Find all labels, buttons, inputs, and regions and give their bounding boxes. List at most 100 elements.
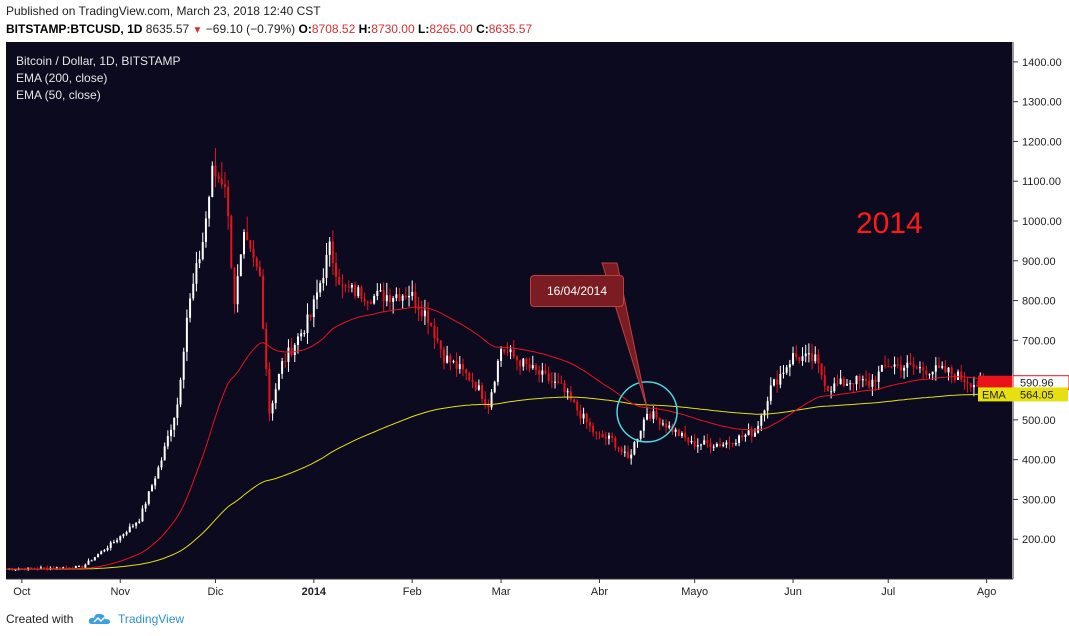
candle-body [957,371,960,380]
footer-bar: Created with TradingView [0,602,1069,636]
chart-area[interactable]: 1400.00 1300.00 1200.00 1100.00 1000.00 900.0… [0,42,1069,602]
candle-body [103,550,106,552]
candle-body [312,299,315,318]
candle-body [807,353,810,355]
candle-body [430,322,433,326]
candle-body [531,365,534,369]
candle-body [960,371,963,380]
candle-body [243,232,246,255]
candle-body [30,567,33,569]
ema50-line [6,306,1003,570]
open-value: 8708.52 [311,22,356,36]
candle-body [887,366,890,368]
candle-body [560,382,563,384]
candle-body [465,369,468,374]
candle-body [969,383,972,388]
candle-body [46,567,49,570]
x-tick-label: Mar [492,586,511,598]
candle-body [277,373,280,390]
candle-body [189,298,192,318]
candle-body [452,361,455,363]
candle-body [39,567,42,569]
candle-body [100,551,103,555]
candle-body [93,557,96,561]
candle-body [734,442,737,445]
candle-body [918,367,921,369]
plot-background [6,42,1012,579]
candle-body [350,284,353,288]
x-tick-label: 2014 [302,586,327,598]
candle-body [290,347,293,355]
candle-body [325,254,328,278]
candle-body [357,287,360,297]
candle-body [122,534,125,537]
candle-body [744,434,747,437]
highlight-circle [616,381,678,443]
candle-body [379,290,382,292]
candle-body [639,430,642,439]
candle-body [925,370,928,375]
y-tick-label: 400.00 [1022,455,1056,467]
candle-body [268,369,271,414]
candle-body [620,448,623,452]
candle-body [522,358,525,367]
candle-body [852,383,855,385]
candle-body [328,241,331,255]
candle-body [144,503,147,509]
candle-body [382,290,385,302]
candle-body [119,536,122,541]
candle-body [934,365,937,372]
candle-body [661,423,664,425]
y-tick-label: 1200.00 [1022,136,1062,148]
last-price-label: 590.96 [1020,378,1054,390]
candle-body [906,362,909,368]
candle-body [579,410,582,419]
candle-body [550,381,553,383]
candle-body [252,248,255,258]
high-label: H: [358,22,372,36]
candle-body [792,353,795,365]
x-tick-label: Feb [403,586,422,598]
candle-body [360,287,363,299]
candle-body [677,429,680,437]
candle-body [963,379,966,383]
price-chart[interactable]: 1400.00 1300.00 1200.00 1100.00 1000.00 900.0… [0,42,1069,602]
candle-body [795,353,798,357]
candle-body [446,355,449,363]
candle-body [893,364,896,367]
created-with-text: Created with [6,612,74,626]
candle-body [941,366,944,368]
close-label: C: [476,22,489,36]
candle-body [316,292,319,300]
candle-body [468,373,471,381]
tradingview-brand[interactable]: TradingView [118,612,185,626]
candle-body [649,413,652,419]
candle-body [836,383,839,385]
x-tick-label: Oct [13,586,30,598]
open-label: O: [298,22,312,36]
candle-body [417,306,420,310]
candle-body [74,566,77,569]
candle-body [826,386,829,392]
candle-body [554,381,557,383]
candle-body [785,367,788,373]
ema50-axis-tag [978,375,1012,390]
candle-body [303,333,306,335]
down-arrow-icon: ▼ [192,25,203,36]
high-value: 8730.00 [371,22,415,36]
candle-body [769,385,772,401]
candle-body [611,435,614,438]
candle-body [106,548,109,551]
candle-body [128,526,131,533]
candle-body [214,165,217,177]
candle-body [592,425,595,433]
candle-body [300,333,303,337]
candle-body [287,347,290,362]
date-callout: 16/04/2014 [530,275,624,307]
candle-body [623,451,626,453]
candle-body [296,336,299,345]
candle-body [630,454,633,459]
candle-body [763,410,766,416]
candle-body [538,369,541,375]
candle-body [585,413,588,423]
